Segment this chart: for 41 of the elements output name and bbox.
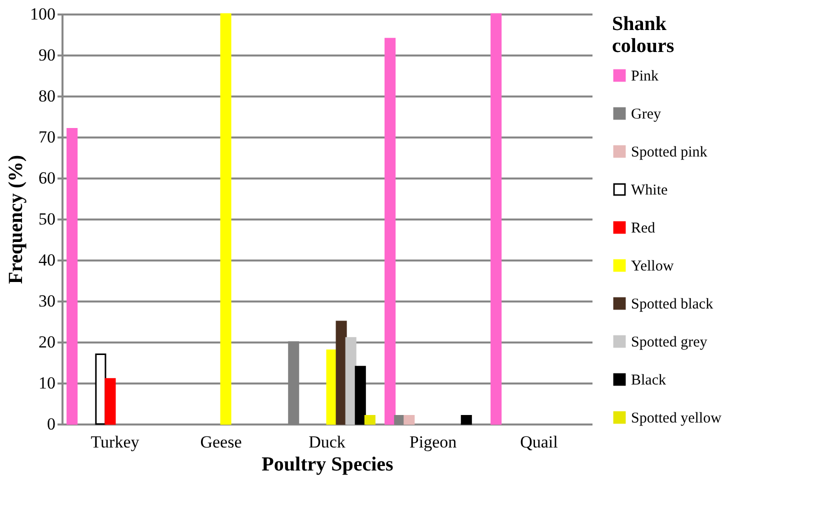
y-tick-label: 10 <box>38 374 56 392</box>
y-tick-label: 90 <box>38 46 56 64</box>
y-tick-label: 70 <box>38 128 56 146</box>
bar <box>66 128 78 425</box>
x-tick-label: Geese <box>200 432 242 452</box>
x-tick-label: Duck <box>308 432 346 452</box>
y-tick-label: 80 <box>38 86 56 106</box>
x-tick-label: Quail <box>520 432 558 452</box>
bar <box>95 354 106 425</box>
x-tick-label: Pigeon <box>409 432 458 452</box>
y-tick-label: 50 <box>38 210 56 228</box>
y-tick-label: 100 <box>30 4 56 24</box>
legend-label: Yellow <box>631 258 674 274</box>
legend-title: Shank colours <box>612 13 674 57</box>
bar <box>354 366 366 425</box>
x-tick-label: Turkey <box>90 432 140 452</box>
bar <box>384 38 396 425</box>
bar <box>364 415 376 425</box>
y-tick-label: 40 <box>38 250 56 270</box>
legend-label: Spotted black <box>631 296 714 312</box>
legend-label: Black <box>631 372 666 388</box>
bar <box>394 415 406 425</box>
legend-label: Pink <box>631 68 660 84</box>
legend-label: Spotted grey <box>631 334 708 350</box>
legend-label: Grey <box>631 106 662 122</box>
bar <box>460 415 472 425</box>
y-tick-label: 60 <box>38 168 56 188</box>
bar <box>104 378 116 425</box>
legend-label: White <box>631 182 668 198</box>
y-tick-label: 0 <box>47 414 56 434</box>
y-tick-label: 30 <box>38 292 56 310</box>
legend-label: Spotted pink <box>631 144 708 160</box>
bar <box>404 415 415 425</box>
legend-label: Spotted yellow <box>631 410 722 426</box>
x-axis-title: Poultry Species <box>262 454 394 476</box>
legend-label: Red <box>631 220 656 236</box>
y-tick-label: 20 <box>38 332 56 352</box>
bar <box>220 13 232 425</box>
bar <box>490 13 502 425</box>
bar <box>345 337 356 425</box>
y-axis-title: Frequency (%) <box>5 154 27 284</box>
